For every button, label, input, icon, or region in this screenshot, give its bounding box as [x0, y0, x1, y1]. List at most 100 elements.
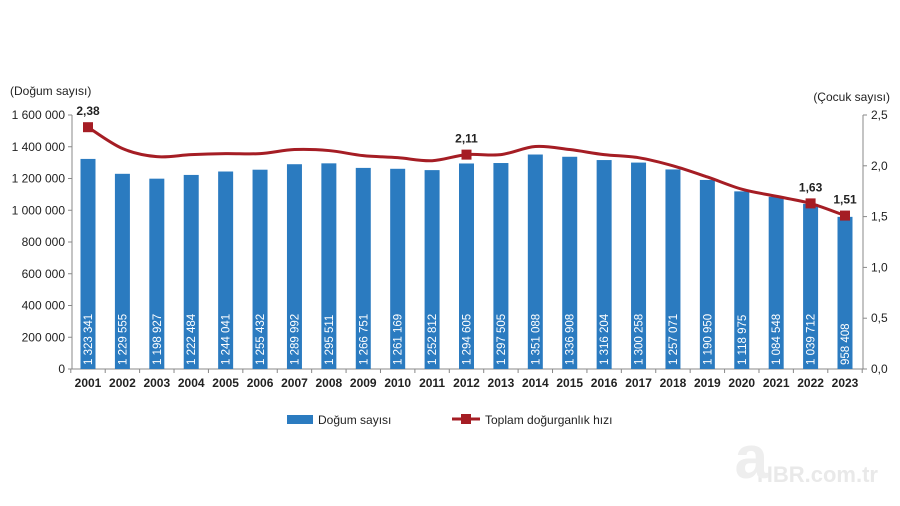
bar-2008 — [321, 163, 337, 369]
bar-2017 — [631, 162, 647, 369]
bar-2007 — [286, 164, 302, 369]
bar-data-label-2017: 1 300 258 — [634, 314, 646, 365]
bar-data-label-2020: 1 118 975 — [737, 315, 749, 365]
bar-data-label-2023: 958 408 — [840, 323, 852, 365]
bar-data-label-2005: 1 244 041 — [221, 314, 233, 365]
left-tick-label: 1 400 000 — [12, 140, 66, 154]
watermark-logo: a — [734, 424, 768, 491]
bar-2010 — [390, 168, 406, 369]
bar-data-label-2022: 1 039 712 — [806, 314, 818, 365]
bar-2013 — [493, 163, 509, 369]
bar-2020 — [734, 191, 750, 369]
right-tick-label: 2,0 — [871, 159, 888, 173]
bar-data-label-2008: 1 295 511 — [324, 315, 336, 365]
bar-data-label-2002: 1 229 555 — [117, 314, 129, 365]
bar-data-label-2003: 1 198 927 — [152, 314, 164, 365]
bar-data-label-2018: 1 257 071 — [668, 314, 680, 365]
x-tick-label-2017: 2017 — [625, 376, 652, 390]
line-data-label-2022: 1,63 — [799, 180, 823, 194]
left-tick-label: 1 600 000 — [12, 108, 66, 122]
x-tick-label-2001: 2001 — [75, 376, 102, 390]
right-tick-label: 1,0 — [871, 260, 888, 274]
bar-data-label-2016: 1 316 204 — [599, 313, 611, 365]
bar-2006 — [252, 169, 268, 369]
bar-2019 — [699, 179, 715, 369]
x-tick-label-2023: 2023 — [832, 376, 859, 390]
x-tick-label-2004: 2004 — [178, 376, 205, 390]
x-tick-label-2012: 2012 — [453, 376, 480, 390]
bar-2016 — [596, 160, 612, 369]
line-data-label-2012: 2,11 — [455, 132, 478, 146]
legend-line-marker — [461, 414, 471, 424]
bar-data-label-2013: 1 297 505 — [496, 314, 508, 365]
bar-data-label-2015: 1 336 908 — [565, 314, 577, 365]
bar-data-label-2012: 1 294 605 — [462, 314, 474, 365]
x-tick-label-2008: 2008 — [316, 376, 343, 390]
x-tick-label-2022: 2022 — [797, 376, 824, 390]
x-tick-label-2021: 2021 — [763, 376, 790, 390]
bar-data-label-2006: 1 255 432 — [255, 314, 267, 365]
bar-2004 — [183, 174, 199, 369]
bar-data-label-2009: 1 266 751 — [358, 314, 370, 365]
left-axis-title: (Doğum sayısı) — [10, 84, 91, 98]
bar-2021 — [768, 196, 784, 369]
bar-2009 — [355, 167, 371, 369]
bar-data-label-2004: 1 222 484 — [186, 313, 198, 365]
x-tick-label-2007: 2007 — [281, 376, 308, 390]
x-tick-label-2019: 2019 — [694, 376, 721, 390]
x-tick-label-2018: 2018 — [660, 376, 687, 390]
left-tick-label: 400 000 — [22, 299, 66, 313]
bar-2005 — [218, 171, 234, 369]
x-tick-label-2020: 2020 — [728, 376, 755, 390]
x-tick-label-2006: 2006 — [247, 376, 274, 390]
line-data-label-2001: 2,38 — [76, 104, 100, 118]
line-marker-2001 — [83, 122, 93, 133]
right-axis-title: (Çocuk sayısı) — [813, 90, 890, 104]
legend-line-label: Toplam doğurganlık hızı — [485, 413, 612, 427]
left-tick-label: 200 000 — [22, 330, 66, 344]
bar-2014 — [527, 154, 543, 369]
right-tick-label: 0,0 — [871, 362, 888, 376]
right-tick-label: 0,5 — [871, 311, 888, 325]
bar-2002 — [114, 173, 130, 369]
bar-2001 — [80, 158, 96, 369]
bar-2012 — [459, 163, 474, 369]
bar-data-label-2001: 1 323 341 — [83, 314, 95, 365]
left-tick-label: 600 000 — [22, 267, 66, 281]
line-marker-2022 — [805, 198, 816, 209]
x-tick-label-2010: 2010 — [384, 376, 411, 390]
x-tick-label-2003: 2003 — [143, 376, 170, 390]
x-tick-label-2011: 2011 — [419, 376, 445, 390]
left-tick-label: 1 000 000 — [12, 203, 66, 217]
bar-data-label-2007: 1 289 992 — [289, 314, 301, 365]
x-tick-label-2014: 2014 — [522, 376, 549, 390]
line-marker-2012 — [461, 149, 472, 160]
right-tick-label: 1,5 — [871, 210, 888, 224]
watermark: a HBR.com.tr — [734, 424, 878, 491]
x-tick-label-2002: 2002 — [109, 376, 136, 390]
legend-bar-label: Doğum sayısı — [318, 413, 391, 427]
x-tick-label-2009: 2009 — [350, 376, 377, 390]
bar-2015 — [562, 156, 578, 369]
bar-2018 — [665, 169, 681, 369]
bar-2011 — [424, 170, 440, 369]
bar-data-label-2014: 1 351 088 — [530, 314, 542, 365]
left-tick-label: 800 000 — [22, 235, 66, 249]
x-tick-label-2016: 2016 — [591, 376, 618, 390]
right-tick-label: 2,5 — [871, 108, 888, 122]
bar-data-label-2019: 1 190 950 — [702, 314, 714, 365]
line-data-label-2023: 1,51 — [833, 193, 857, 207]
bar-2022 — [803, 203, 819, 369]
x-tick-label-2015: 2015 — [556, 376, 583, 390]
bar-2023 — [837, 216, 853, 369]
bar-data-label-2021: 1 084 548 — [771, 314, 783, 365]
bar-2003 — [149, 178, 165, 369]
legend-bar-swatch — [287, 415, 313, 424]
left-tick-label: 1 200 000 — [12, 172, 66, 186]
left-tick-label: 0 — [58, 362, 65, 376]
x-tick-label-2005: 2005 — [212, 376, 239, 390]
bar-data-label-2011: 1 252 812 — [427, 314, 439, 365]
bar-data-label-2010: 1 261 169 — [393, 314, 405, 365]
line-marker-2023 — [840, 210, 850, 221]
